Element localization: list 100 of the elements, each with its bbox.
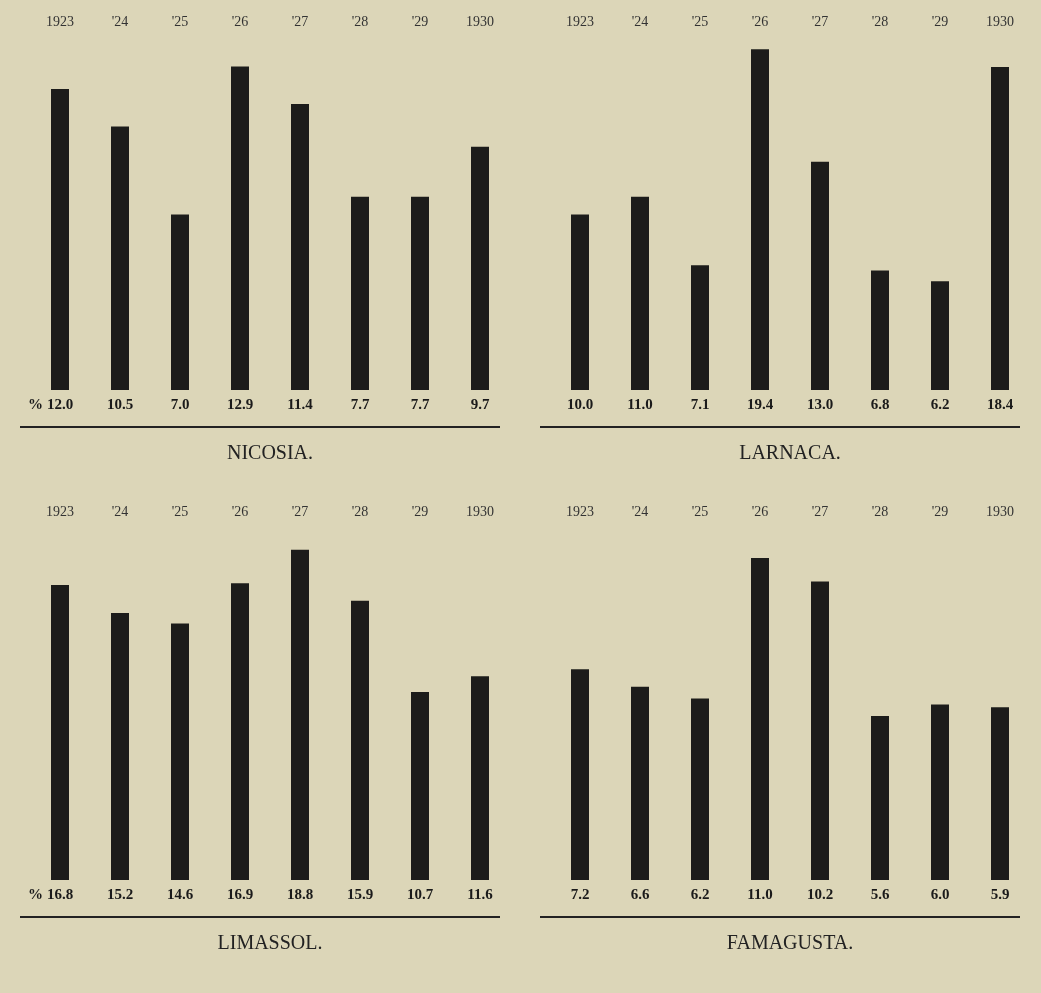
x-tick-label: 1923 <box>46 504 74 520</box>
bar <box>51 584 69 880</box>
data-label: 7.7 <box>410 396 430 413</box>
bar <box>571 214 589 390</box>
x-tick-label: '29 <box>931 14 949 30</box>
data-label: 14.6 <box>166 886 194 903</box>
text: % <box>27 886 43 903</box>
bar <box>871 716 889 880</box>
bar <box>351 600 369 880</box>
data-label: 10.2 <box>806 886 834 903</box>
bar <box>871 270 889 390</box>
data-label: 11.6 <box>467 886 494 903</box>
x-tick-label: 1930 <box>466 14 494 30</box>
text: NICOSIA. <box>226 441 314 464</box>
x-tick-label: '28 <box>871 14 889 30</box>
bar <box>751 49 769 390</box>
x-tick-label: 1923 <box>566 504 594 520</box>
text: % <box>27 396 43 413</box>
x-tick-label: 1930 <box>466 504 494 520</box>
bar <box>991 66 1009 390</box>
bar <box>811 161 829 390</box>
text: FAMAGUSTA. <box>726 931 854 954</box>
text: LARNACA. <box>739 441 841 464</box>
bar <box>111 126 129 390</box>
x-tick-label: '26 <box>751 14 769 30</box>
bar <box>811 581 829 880</box>
data-label: 6.0 <box>930 886 950 903</box>
data-label: 12.9 <box>226 396 254 413</box>
x-tick-label: '27 <box>811 14 829 30</box>
x-tick-label: '29 <box>411 14 429 30</box>
data-label: 5.6 <box>870 886 890 903</box>
data-label: 7.2 <box>570 886 590 903</box>
x-tick-label: '24 <box>631 14 649 30</box>
x-tick-label: '29 <box>931 504 949 520</box>
x-tick-label: 1923 <box>46 14 74 30</box>
data-label: 16.8 <box>46 886 74 903</box>
data-label: 12.0 <box>46 396 74 413</box>
x-tick-label: '27 <box>291 504 309 520</box>
text: LIMASSOL. <box>217 931 323 954</box>
x-tick-label: '24 <box>111 504 129 520</box>
bar <box>411 196 429 390</box>
bar <box>291 549 309 880</box>
data-label: 6.8 <box>870 396 890 413</box>
x-tick-label: '27 <box>811 504 829 520</box>
bar <box>471 676 489 880</box>
x-tick-label: '28 <box>351 14 369 30</box>
x-tick-label: '25 <box>171 14 189 30</box>
bar <box>351 196 369 390</box>
data-label: 6.2 <box>690 886 710 903</box>
x-tick-label: 1930 <box>986 14 1014 30</box>
x-tick-label: '28 <box>351 504 369 520</box>
data-label: 18.4 <box>986 396 1014 413</box>
x-tick-label: '26 <box>751 504 769 520</box>
x-tick-label: 1930 <box>986 504 1014 520</box>
data-label: 10.7 <box>406 886 434 903</box>
x-tick-label: 1923 <box>566 14 594 30</box>
bar <box>631 196 649 390</box>
bar <box>991 707 1009 880</box>
bar <box>931 704 949 880</box>
bar <box>171 623 189 880</box>
data-label: 10.0 <box>566 396 594 413</box>
data-label: 7.1 <box>690 396 710 413</box>
x-tick-label: '27 <box>291 14 309 30</box>
data-label: 11.4 <box>287 396 314 413</box>
data-label: 19.4 <box>746 396 774 413</box>
bar <box>51 88 69 390</box>
data-label: 10.5 <box>106 396 134 413</box>
bar <box>571 669 589 880</box>
data-label: 6.6 <box>630 886 650 903</box>
data-label: 15.9 <box>346 886 374 903</box>
x-tick-label: '24 <box>631 504 649 520</box>
data-label: 15.2 <box>106 886 134 903</box>
data-label: 11.0 <box>627 396 653 413</box>
bar <box>171 214 189 390</box>
data-label: 6.2 <box>930 396 950 413</box>
x-tick-label: '25 <box>691 14 709 30</box>
bar <box>691 698 709 880</box>
bar <box>231 66 249 390</box>
x-tick-label: '26 <box>231 14 249 30</box>
bar <box>691 265 709 390</box>
bar <box>471 146 489 390</box>
x-tick-label: '25 <box>691 504 709 520</box>
bar <box>231 583 249 880</box>
data-label: 18.8 <box>286 886 314 903</box>
x-tick-label: '24 <box>111 14 129 30</box>
data-label: 7.7 <box>350 396 370 413</box>
x-tick-label: '29 <box>411 504 429 520</box>
x-tick-label: '26 <box>231 504 249 520</box>
bar <box>291 104 309 390</box>
bar <box>411 692 429 880</box>
bar <box>631 686 649 880</box>
data-label: 13.0 <box>806 396 834 413</box>
x-tick-label: '28 <box>871 504 889 520</box>
bar <box>111 613 129 880</box>
data-label: 5.9 <box>990 886 1010 903</box>
bar <box>931 281 949 390</box>
data-label: 7.0 <box>170 396 190 413</box>
bar <box>751 558 769 880</box>
x-tick-label: '25 <box>171 504 189 520</box>
data-label: 9.7 <box>470 396 490 413</box>
